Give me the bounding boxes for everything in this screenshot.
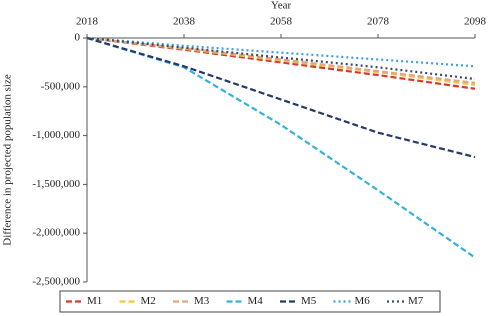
y-tick-label: -1,500,000 — [32, 178, 80, 190]
x-tick-label: 2018 — [76, 16, 99, 28]
legend-label: M4 — [248, 295, 264, 307]
y-tick-label: -2,500,000 — [32, 276, 80, 288]
series-line — [86, 36, 476, 81]
legend-label: M6 — [355, 295, 371, 307]
x-tick-label: 2058 — [270, 16, 293, 28]
legend-label: M1 — [87, 295, 102, 307]
x-axis-title: Year — [271, 0, 292, 12]
legend-label: M3 — [194, 295, 210, 307]
series-line — [86, 36, 476, 159]
y-axis-title: Difference in projected population size — [2, 74, 14, 246]
x-tick-label: 2038 — [173, 16, 196, 28]
legend-label: M5 — [301, 295, 317, 307]
y-tick-label: -500,000 — [41, 80, 81, 92]
y-tick-label: -2,000,000 — [32, 227, 80, 239]
legend-box — [59, 290, 441, 313]
legend-label: M2 — [141, 295, 156, 307]
series-line — [86, 36, 476, 68]
series-line — [86, 36, 476, 90]
y-tick-label: 0 — [75, 32, 81, 44]
x-tick-label: 2078 — [367, 16, 390, 28]
y-tick-label: -1,000,000 — [32, 129, 80, 141]
legend-label: M7 — [408, 295, 424, 307]
series-line — [86, 36, 476, 84]
x-tick-label: 2098 — [464, 16, 487, 28]
